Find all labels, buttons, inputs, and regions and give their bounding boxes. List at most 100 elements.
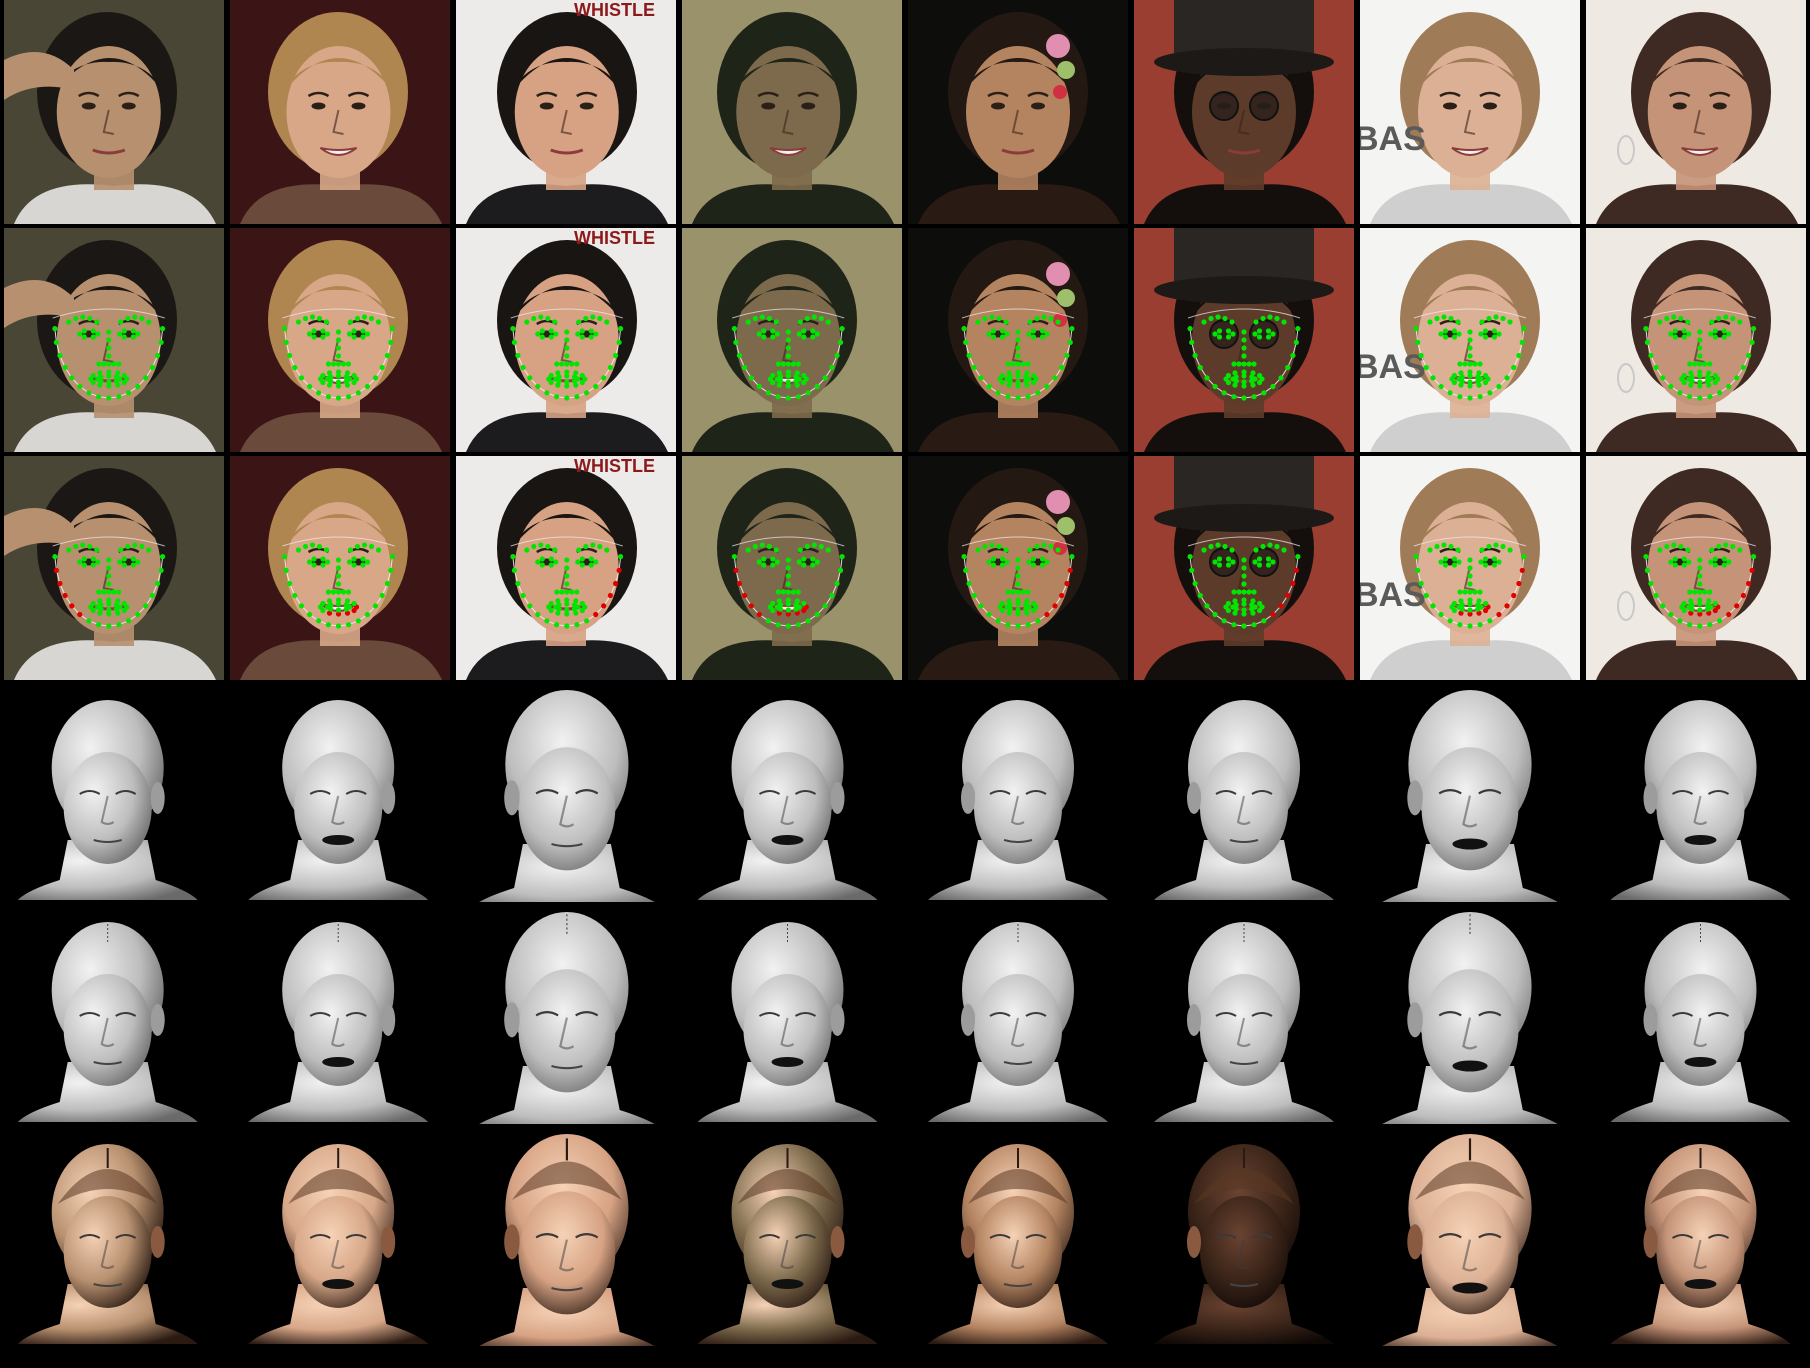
shape-render xyxy=(1360,690,1580,902)
landmark-error-point xyxy=(77,611,83,618)
landmark-point xyxy=(379,364,385,371)
landmark-point xyxy=(601,375,607,381)
landmark-point xyxy=(785,597,791,603)
landmark-error-point xyxy=(1706,610,1712,616)
landmark-point xyxy=(326,382,333,388)
landmark-point xyxy=(1721,562,1727,568)
landmark-overlay: WHISTLE xyxy=(456,228,676,452)
landmark-point xyxy=(759,542,765,548)
landmark-point xyxy=(106,373,112,379)
landmark-point xyxy=(961,326,967,332)
landmark-point xyxy=(1687,394,1693,400)
landmark-point xyxy=(971,364,977,371)
landmark-point xyxy=(1015,329,1021,335)
landmark-point xyxy=(135,383,141,390)
landmark-point xyxy=(1704,378,1711,384)
landmark-point xyxy=(1015,383,1021,389)
landmark-point xyxy=(761,334,767,340)
landmark-point xyxy=(1241,337,1247,343)
landmark-point xyxy=(113,374,120,380)
landmark-point xyxy=(389,554,395,560)
background-text: WHISTLE xyxy=(574,0,655,20)
landmark-point xyxy=(1225,334,1232,340)
landmark-error-point xyxy=(1740,592,1746,599)
landmark-point xyxy=(90,562,96,568)
landmark-point xyxy=(1023,378,1029,384)
landmark-point xyxy=(351,328,357,334)
background-text: WHISTLE xyxy=(574,456,655,476)
landmark-point xyxy=(986,331,992,337)
landmark-point xyxy=(1442,334,1449,340)
textured-dark-hair-man xyxy=(456,1134,676,1346)
shape-b-dark-hair-man xyxy=(456,912,676,1124)
landmark-point xyxy=(797,547,803,553)
landmark-point xyxy=(775,361,781,367)
landmark-point xyxy=(775,622,781,628)
landmark-point xyxy=(1697,337,1703,343)
landmark-error-point xyxy=(1052,603,1058,609)
landmark-point xyxy=(1257,607,1263,614)
landmark-point xyxy=(1475,374,1481,380)
landmark-error-point xyxy=(1511,592,1517,599)
landmark-point xyxy=(785,353,791,359)
landmark-point xyxy=(564,611,570,617)
landmark-point xyxy=(1241,601,1247,607)
landmark-point xyxy=(66,319,72,325)
landmark-point xyxy=(1467,601,1473,607)
landmark-point xyxy=(1006,370,1012,376)
landmark-point xyxy=(571,602,578,608)
landmark-point xyxy=(1257,600,1263,607)
landmark-point xyxy=(588,334,594,340)
landmark-point xyxy=(1187,326,1193,332)
landmark-point xyxy=(143,375,149,381)
landmarks-error-blonde-woman xyxy=(230,456,450,680)
landmark-point xyxy=(1023,374,1029,380)
landmark-point xyxy=(1467,557,1473,563)
landmark-point xyxy=(829,592,835,599)
landmark-point xyxy=(111,361,117,367)
landmark-point xyxy=(564,369,570,375)
landmark-overlay xyxy=(230,228,450,452)
landmark-point xyxy=(731,554,737,560)
landmark-point xyxy=(316,390,322,396)
landmark-point xyxy=(1511,364,1517,371)
landmark-point xyxy=(966,580,972,587)
landmark-point xyxy=(1657,319,1663,325)
landmark-point xyxy=(1241,607,1247,613)
landmark-point xyxy=(780,361,786,367)
landmark-point xyxy=(1459,602,1465,608)
landmark-point xyxy=(1467,329,1473,335)
landmark-point xyxy=(335,607,342,613)
landmark-error-point xyxy=(613,580,619,587)
landmark-point xyxy=(1681,600,1687,607)
landmark-point xyxy=(1697,573,1703,579)
landmark-point xyxy=(96,589,102,595)
landmark-point xyxy=(1035,390,1041,396)
textured-woman-flower xyxy=(908,1134,1128,1346)
shape-b-curly-hair-woman xyxy=(1586,912,1806,1124)
landmark-point xyxy=(87,543,93,550)
landmark-point xyxy=(139,543,145,550)
landmarks-error-male-hand-head xyxy=(4,456,224,680)
landmark-point xyxy=(1438,611,1444,618)
landmark-point xyxy=(1455,319,1461,325)
landmark-point xyxy=(1215,314,1221,320)
landmark-point xyxy=(574,622,580,628)
landmark-point xyxy=(1251,622,1257,628)
landmark-point xyxy=(1664,543,1670,550)
landmark-point xyxy=(1241,353,1247,359)
shape-b-smiling-woman xyxy=(1360,912,1580,1124)
landmark-point xyxy=(818,315,824,322)
landmark-point xyxy=(776,370,782,376)
face-photo xyxy=(1134,0,1354,224)
input-photo-top-hat-man xyxy=(1134,0,1354,224)
landmark-point xyxy=(1192,580,1198,587)
landmark-point xyxy=(1231,622,1237,628)
landmark-point xyxy=(996,315,1002,322)
landmark-point xyxy=(535,559,541,565)
landmark-point xyxy=(351,556,357,562)
landmark-point xyxy=(283,567,289,573)
textured-top-hat-man xyxy=(1134,1134,1354,1346)
landmark-point xyxy=(795,589,801,595)
landmark-point xyxy=(1252,331,1258,337)
